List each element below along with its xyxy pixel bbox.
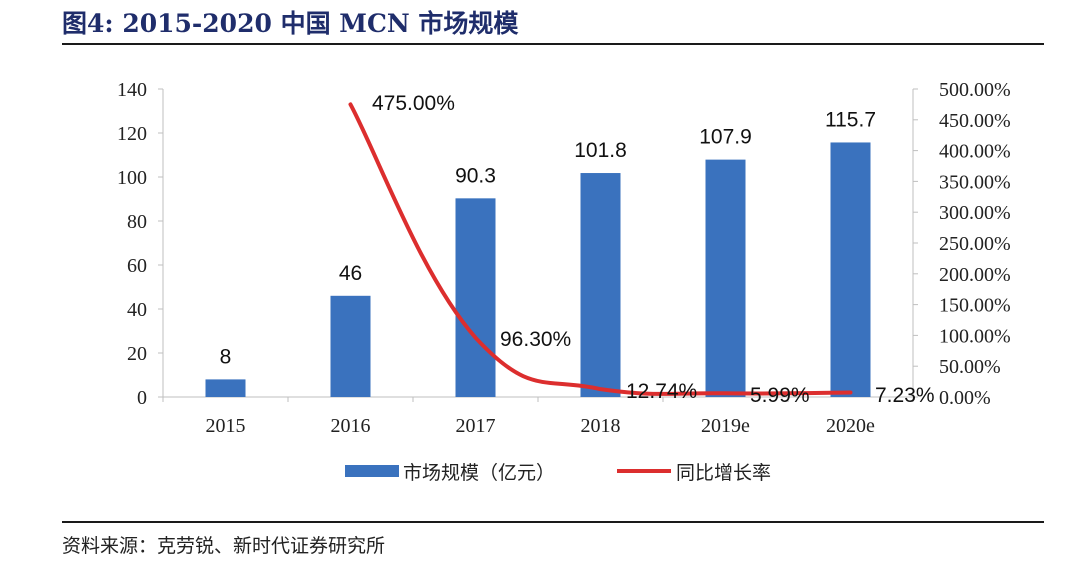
line-value-label: 96.30% [500, 328, 571, 351]
bar-2019e [705, 159, 746, 397]
left-tick-label: 100 [117, 167, 147, 189]
left-tick-label: 120 [117, 123, 147, 145]
right-tick-label: 400.00% [939, 141, 1011, 163]
x-tick-label: 2015 [206, 415, 246, 437]
bar-series [205, 142, 871, 397]
chart-legend: 市场规模（亿元） 同比增长率 [345, 462, 771, 484]
x-tick-label: 2017 [456, 415, 496, 437]
line-value-label: 475.00% [372, 92, 455, 115]
right-tick-label: 100.00% [939, 325, 1011, 347]
data-labels: 8 46 90.3 101.8 107.9 115.7 475.00% 96.30% 12.74… [220, 92, 935, 407]
right-tick-label: 0.00% [939, 387, 991, 409]
bar-value-label: 115.7 [825, 108, 876, 131]
x-tick-label: 2018 [581, 415, 621, 437]
legend-bar-swatch [345, 465, 399, 477]
right-tick-label: 300.00% [939, 202, 1011, 224]
right-tick-label: 450.00% [939, 110, 1011, 132]
x-tick-label: 2016 [331, 415, 371, 437]
chart-axes: 0 20 40 60 80 100 120 140 0.00% 50.00% 100.00% 150.… [117, 79, 1011, 437]
mcn-market-chart: 0 20 40 60 80 100 120 140 0.00% 50.00% 100.00% 150.… [117, 79, 1011, 484]
bar-value-label: 8 [220, 345, 232, 368]
top-rule [62, 43, 1044, 45]
right-tick-label: 50.00% [939, 356, 1001, 378]
right-tick-label: 350.00% [939, 171, 1011, 193]
right-tick-label: 500.00% [939, 79, 1011, 101]
bar-2018 [580, 173, 621, 397]
line-value-label: 12.74% [626, 380, 697, 403]
growth-rate-line [348, 102, 853, 396]
bar-value-label: 101.8 [574, 139, 627, 162]
left-tick-label: 60 [127, 255, 147, 277]
left-tick-label: 0 [137, 387, 147, 409]
left-tick-label: 40 [127, 299, 147, 321]
bottom-rule [62, 521, 1044, 523]
right-tick-label: 250.00% [939, 233, 1011, 255]
line-value-label: 5.99% [750, 384, 810, 407]
right-tick-label: 200.00% [939, 264, 1011, 286]
line-series [348, 102, 853, 396]
right-tick-label: 150.00% [939, 295, 1011, 317]
bar-value-label: 90.3 [455, 164, 496, 187]
left-tick-label: 20 [127, 343, 147, 365]
legend-line-label: 同比增长率 [676, 462, 771, 484]
x-tick-label: 2019e [701, 415, 750, 437]
legend-bar-label: 市场规模（亿元） [403, 462, 555, 484]
line-value-label: 7.23% [875, 384, 935, 407]
bar-value-label: 46 [339, 262, 362, 285]
bar-2015 [205, 379, 246, 397]
bar-2016 [330, 295, 371, 397]
x-tick-label: 2020e [826, 415, 875, 437]
source-note: 资料来源：克劳锐、新时代证券研究所 [62, 535, 386, 557]
left-tick-label: 80 [127, 211, 147, 233]
bar-2017 [455, 198, 496, 397]
figure-title: 图4: 2015-2020 中国 MCN 市场规模 [62, 9, 519, 38]
bar-2020e [830, 142, 871, 397]
left-tick-label: 140 [117, 79, 147, 101]
bar-value-label: 107.9 [699, 126, 752, 149]
